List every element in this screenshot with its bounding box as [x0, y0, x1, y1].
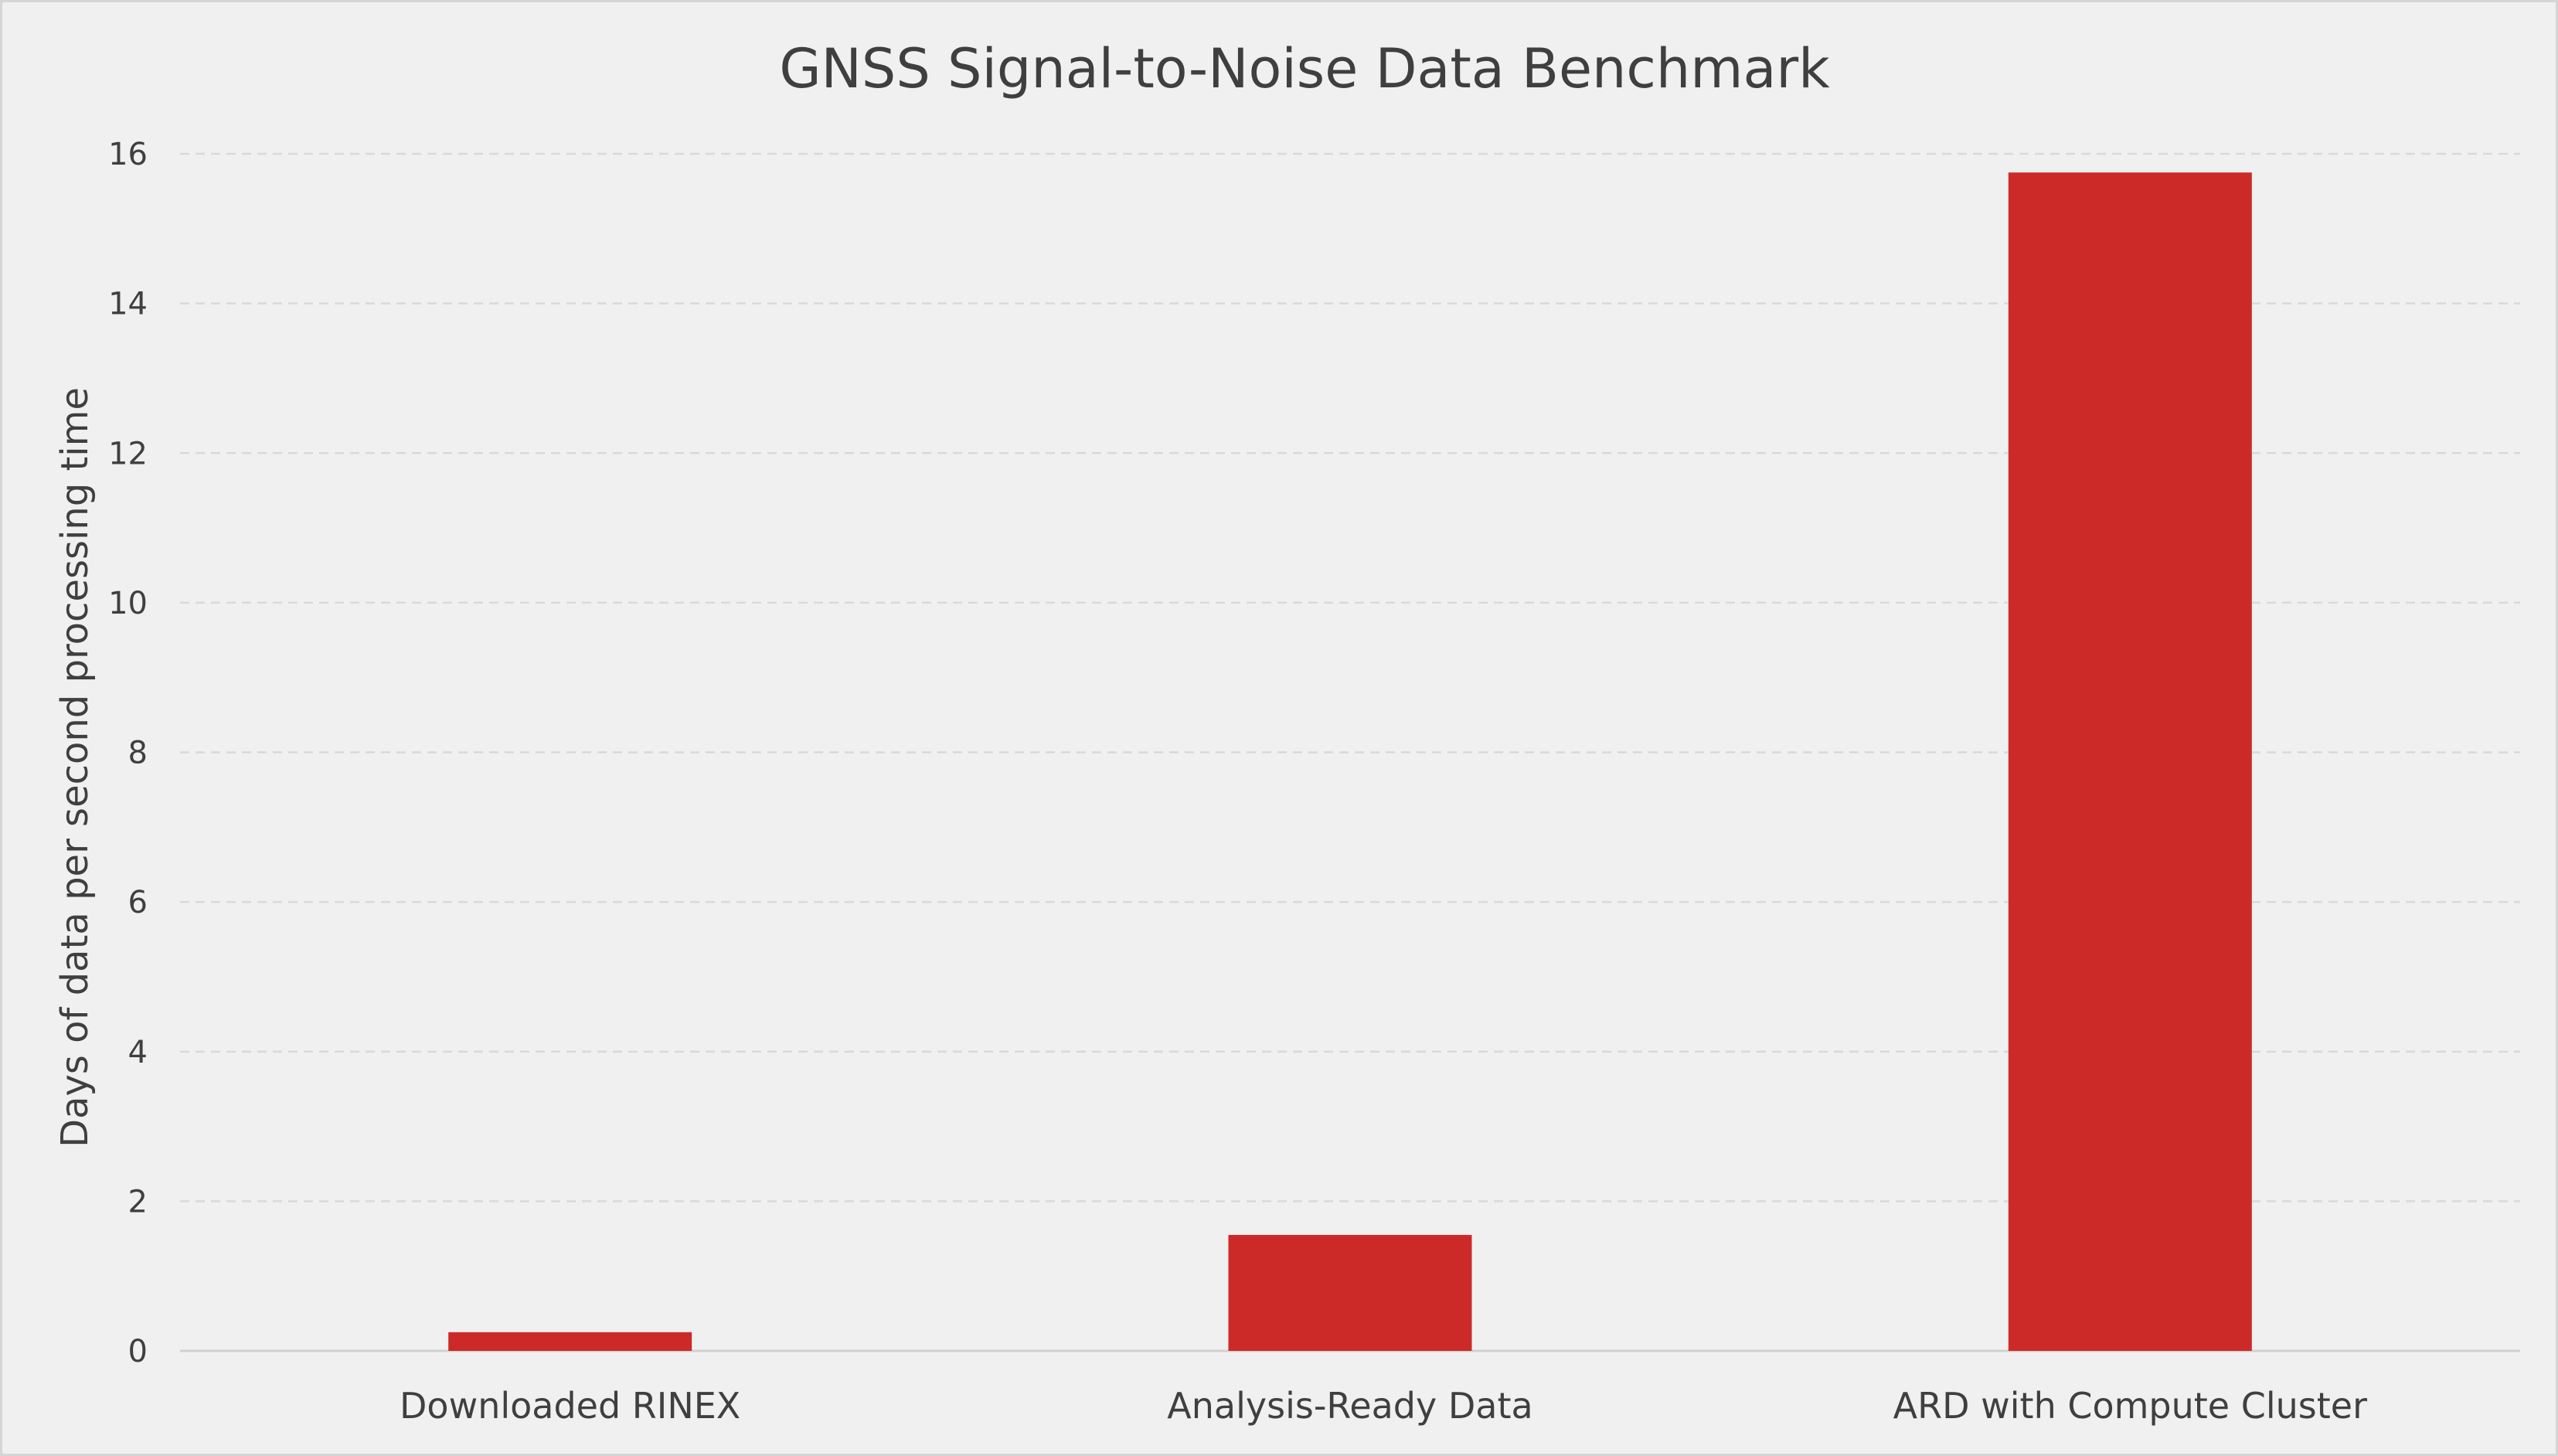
y-tick-label: 2 [128, 1184, 148, 1220]
y-tick-label: 14 [108, 287, 148, 322]
bar [448, 1332, 692, 1351]
x-category-label: ARD with Compute Cluster [1893, 1385, 2367, 1427]
y-tick-label: 10 [108, 586, 148, 621]
x-category-label: Downloaded RINEX [400, 1385, 740, 1427]
bar [2008, 172, 2252, 1351]
y-tick-label: 12 [108, 436, 148, 471]
y-tick-label: 8 [128, 736, 148, 771]
y-tick-label: 6 [128, 885, 148, 920]
x-axis-ticks: Downloaded RINEX Analysis-Ready Data ARD w… [400, 1385, 2367, 1427]
bars [448, 172, 2252, 1351]
y-axis-label: Days of data per second processing time [53, 387, 97, 1148]
y-tick-label: 0 [128, 1334, 148, 1369]
y-axis-ticks: 0 2 4 6 8 10 12 14 16 [108, 137, 148, 1369]
bar [1228, 1234, 1472, 1351]
y-tick-label: 16 [108, 137, 148, 172]
y-tick-label: 4 [128, 1035, 148, 1070]
x-category-label: Analysis-Ready Data [1167, 1385, 1532, 1427]
chart-title: GNSS Signal-to-Noise Data Benchmark [779, 37, 1830, 100]
